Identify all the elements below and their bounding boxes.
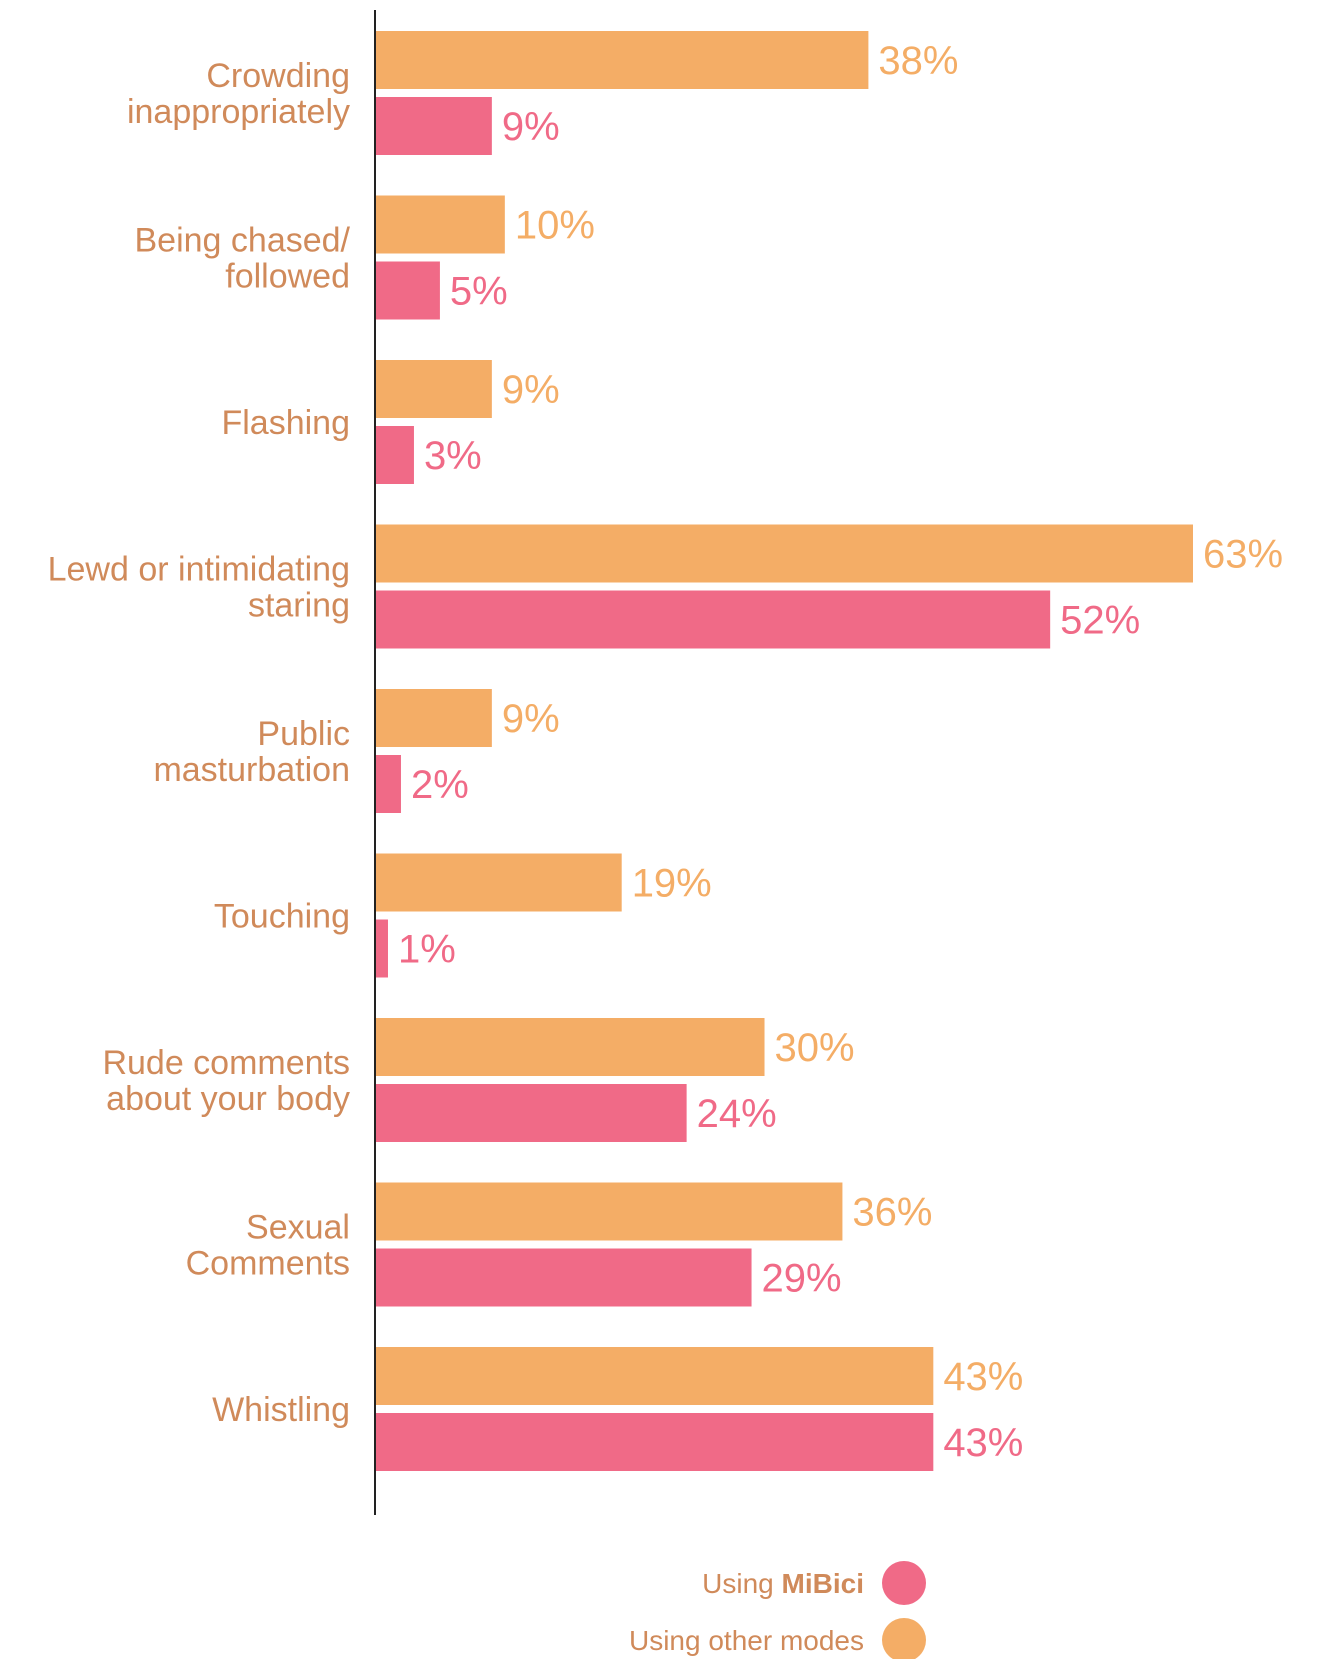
category-label-0-line-0: Crowding (206, 57, 350, 95)
data-label-mibici-1: 5% (450, 270, 508, 314)
bar-mibici-3 (375, 590, 1051, 649)
category-label-8-line-0: Whistling (212, 1391, 350, 1429)
bars-layer: 38% 9% 10%5% 9% 3% 63% 52% 9% 2% 19% 1% 30% 24% 36%29… (375, 31, 1283, 1471)
bar-mibici-6 (375, 1084, 687, 1142)
category-label-7-line-0: Sexual (246, 1209, 350, 1247)
data-label-mibici-4: 2% (411, 763, 469, 807)
category-label-7-line-1: Comments (186, 1245, 350, 1283)
legend: Using MiBici Using other modes (629, 1561, 926, 1659)
category-label-3-line-0: Lewd or intimidating (48, 551, 350, 589)
data-label-mibici-5: 1% (398, 928, 456, 972)
data-label-other-1: 10% (515, 204, 595, 248)
legend-label-mibici: Using MiBici (702, 1568, 864, 1599)
category-label-4-line-0: Public (257, 715, 350, 753)
bar-mibici-4 (375, 755, 401, 813)
data-label-mibici-3: 52% (1060, 599, 1140, 643)
bar-mibici-7 (375, 1248, 752, 1307)
bar-mibici-5 (375, 919, 388, 978)
legend-swatch-other (882, 1618, 926, 1659)
bar-mibici-8 (375, 1413, 934, 1471)
bar-other-6 (375, 1018, 765, 1076)
data-label-other-4: 9% (502, 697, 560, 741)
data-label-other-6: 30% (775, 1026, 855, 1070)
bar-mibici-0 (375, 97, 492, 155)
category-label-2-line-0: Flashing (221, 404, 350, 442)
category-label-1-line-0: Being chased/ (135, 222, 351, 260)
data-label-other-7: 36% (852, 1191, 932, 1235)
legend-swatch-mibici (882, 1561, 926, 1605)
category-label-4-line-1: masturbation (153, 751, 350, 789)
bar-other-5 (375, 853, 622, 912)
category-label-0-line-1: inappropriately (127, 93, 350, 131)
category-label-6-line-1: about your body (106, 1080, 350, 1118)
legend-label-other: Using other modes (629, 1625, 864, 1656)
bar-other-4 (375, 689, 492, 747)
data-label-other-2: 9% (502, 368, 560, 412)
data-label-mibici-2: 3% (424, 434, 482, 478)
legend-mibici-bold: MiBici (782, 1568, 864, 1599)
data-label-mibici-8: 43% (943, 1421, 1023, 1465)
category-label-6-line-0: Rude comments (102, 1044, 350, 1082)
category-label-5-line-0: Touching (214, 898, 350, 936)
bar-mibici-2 (375, 426, 414, 484)
bar-other-3 (375, 524, 1193, 583)
bar-other-2 (375, 360, 492, 418)
bar-other-0 (375, 31, 869, 89)
data-label-other-3: 63% (1203, 533, 1283, 577)
data-label-mibici-7: 29% (762, 1257, 842, 1301)
bar-other-7 (375, 1182, 843, 1241)
data-label-other-8: 43% (943, 1355, 1023, 1399)
data-label-other-5: 19% (632, 862, 712, 906)
bar-other-8 (375, 1347, 934, 1405)
bar-mibici-1 (375, 261, 440, 320)
data-label-mibici-0: 9% (502, 105, 560, 149)
category-label-1-line-1: followed (225, 258, 350, 296)
data-label-mibici-6: 24% (697, 1092, 777, 1136)
category-label-3-line-1: staring (248, 587, 350, 625)
bar-other-1 (375, 195, 505, 254)
legend-mibici-prefix: Using (702, 1568, 781, 1599)
data-label-other-0: 38% (878, 39, 958, 83)
